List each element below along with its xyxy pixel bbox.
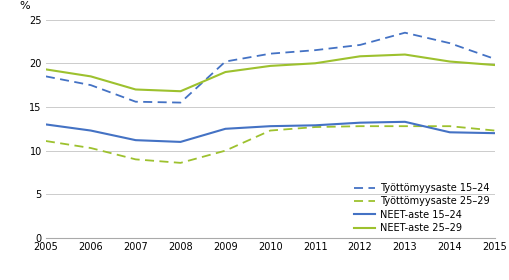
Työttömyysaste 15–24 [356,43,362,46]
Työttömyysaste 15–24 [401,31,407,34]
Työttömyysaste 15–24 [446,41,452,45]
Työttömyysaste 25–29 [312,125,318,129]
Työttömyysaste 25–29 [491,129,497,132]
NEET-aste 15–24 [446,130,452,134]
Työttömyysaste 25–29 [88,146,94,150]
Työttömyysaste 15–24 [88,83,94,87]
Työttömyysaste 15–24 [222,60,228,63]
Työttömyysaste 15–24 [43,75,49,78]
Työttömyysaste 15–24 [491,57,497,60]
Työttömyysaste 15–24 [132,100,138,103]
NEET-aste 15–24 [267,125,273,128]
NEET-aste 25–29 [356,55,362,58]
NEET-aste 15–24 [356,121,362,124]
NEET-aste 15–24 [43,123,49,126]
Työttömyysaste 25–29 [267,129,273,132]
NEET-aste 25–29 [177,90,183,93]
Line: NEET-aste 15–24: NEET-aste 15–24 [46,122,494,142]
NEET-aste 25–29 [267,64,273,67]
NEET-aste 25–29 [43,68,49,71]
Line: Työttömyysaste 25–29: Työttömyysaste 25–29 [46,126,494,163]
NEET-aste 15–24 [401,120,407,123]
NEET-aste 25–29 [132,88,138,91]
Työttömyysaste 15–24 [312,48,318,52]
NEET-aste 25–29 [312,62,318,65]
NEET-aste 25–29 [88,75,94,78]
NEET-aste 15–24 [222,127,228,130]
Työttömyysaste 25–29 [43,139,49,143]
Line: NEET-aste 25–29: NEET-aste 25–29 [46,55,494,91]
Työttömyysaste 25–29 [356,125,362,128]
Työttömyysaste 25–29 [177,161,183,165]
Työttömyysaste 25–29 [446,125,452,128]
NEET-aste 25–29 [401,53,407,56]
Line: Työttömyysaste 15–24: Työttömyysaste 15–24 [46,33,494,102]
Työttömyysaste 25–29 [132,158,138,161]
NEET-aste 15–24 [88,129,94,132]
Työttömyysaste 25–29 [401,125,407,128]
NEET-aste 25–29 [446,60,452,63]
NEET-aste 15–24 [132,139,138,142]
NEET-aste 25–29 [222,70,228,74]
NEET-aste 25–29 [491,63,497,67]
NEET-aste 15–24 [491,132,497,135]
Työttömyysaste 15–24 [267,52,273,55]
Työttömyysaste 25–29 [222,149,228,152]
NEET-aste 15–24 [177,140,183,144]
Legend: Työttömyysaste 15–24, Työttömyysaste 25–29, NEET-aste 15–24, NEET-aste 25–29: Työttömyysaste 15–24, Työttömyysaste 25–… [353,183,489,233]
Työttömyysaste 15–24 [177,101,183,104]
NEET-aste 15–24 [312,124,318,127]
Text: %: % [19,1,30,11]
